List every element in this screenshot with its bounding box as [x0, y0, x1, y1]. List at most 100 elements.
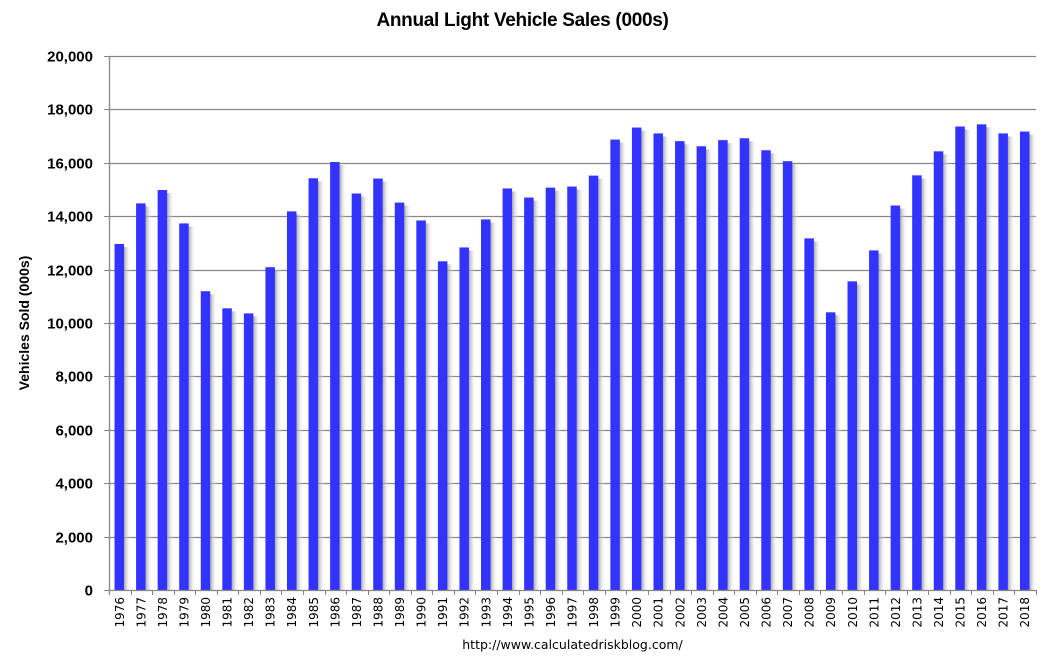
bar-1990 [416, 220, 426, 591]
bar-1977 [136, 203, 146, 590]
bar-shadow [296, 214, 304, 591]
bar-1996 [545, 187, 556, 591]
bar-shadow [404, 205, 412, 590]
x-tick-label: 1976 [113, 597, 127, 628]
bar-2018 [1019, 131, 1030, 590]
bar-2015 [955, 126, 965, 590]
y-tick-label: 2,000 [55, 530, 93, 547]
x-tick-label: 1992 [458, 597, 472, 628]
bar-shadow [468, 250, 476, 590]
bar-2003 [696, 146, 707, 590]
bar-shadow [835, 315, 843, 590]
y-tick-label: 14,000 [47, 209, 93, 226]
bar-shadow [619, 142, 627, 591]
bar-shadow [339, 164, 347, 590]
x-tick-label: 2002 [673, 597, 687, 628]
axes [108, 56, 1036, 595]
bar-shadow [598, 178, 606, 590]
x-tick-label: 2016 [975, 597, 989, 628]
y-tick-label: 0 [85, 583, 93, 600]
x-tick-label: 1979 [177, 597, 191, 628]
bar-1983 [265, 267, 275, 590]
bar-1998 [588, 175, 599, 590]
bar-1995 [524, 197, 534, 590]
bar-1988 [373, 178, 383, 591]
bar-shadow [555, 190, 563, 591]
x-tick-label: 1985 [307, 597, 321, 628]
x-tick-label: 2004 [716, 597, 730, 628]
x-tick-label: 2001 [652, 597, 666, 628]
x-axis-ticks: 1976 1977 1978 1979 1980 1981 1982 1983 1984 1985… [109, 590, 1037, 628]
bar-2001 [653, 133, 663, 590]
y-axis-ticks: 0 2,000 4,000 6,000 8,000 10,000 12,000 14,000 1… [47, 49, 109, 600]
bar-1985 [308, 178, 319, 590]
x-tick-label: 2015 [954, 597, 968, 628]
x-tick-label: 2018 [1018, 597, 1032, 628]
bar-shadow [533, 200, 541, 590]
x-tick-label: 1981 [221, 597, 235, 628]
y-tick-label: 16,000 [47, 156, 93, 173]
x-tick-label: 2009 [824, 597, 838, 628]
bar-shadow [274, 270, 282, 590]
bar-shadow [770, 153, 778, 590]
x-tick-label: 1986 [328, 597, 342, 628]
x-tick-label: 1988 [371, 597, 385, 628]
bar-shadow [900, 208, 908, 590]
bar-shadow [167, 193, 175, 590]
bar-shadow [813, 241, 821, 590]
x-tick-label: 1997 [566, 597, 580, 628]
x-tick-label: 2011 [867, 597, 881, 628]
bar-shadow [1007, 136, 1015, 590]
bar-shadow [210, 294, 218, 590]
bar-1981 [222, 308, 232, 590]
bar-1980 [200, 291, 211, 590]
bar-2004 [718, 140, 728, 591]
bar-1994 [502, 188, 513, 590]
bar-2009 [825, 312, 836, 590]
y-tick-label: 18,000 [47, 102, 93, 119]
x-tick-label: 2005 [738, 597, 752, 628]
x-tick-label: 2014 [932, 597, 946, 628]
bar-shadow [986, 127, 994, 591]
bar-1991 [437, 261, 448, 590]
x-tick-label: 1983 [264, 597, 278, 628]
bar-1997 [567, 186, 577, 591]
bar-2000 [631, 127, 642, 590]
bar-2005 [739, 138, 750, 590]
bar-1999 [610, 139, 620, 591]
x-tick-label: 1991 [436, 597, 450, 628]
bar-shadow [964, 129, 972, 590]
x-tick-label: 1977 [134, 597, 148, 628]
bar-shadow [490, 222, 498, 591]
bar-shadow [943, 154, 951, 590]
bar-shadow [425, 223, 433, 591]
y-tick-label: 8,000 [55, 369, 93, 386]
bar-shadow [662, 136, 670, 590]
bar-shadow [641, 130, 649, 590]
x-tick-label: 2006 [760, 597, 774, 628]
x-tick-label: 2007 [781, 597, 795, 628]
source-url: http://www.calculatedriskblog.com/ [462, 637, 683, 652]
bar-shadow [921, 178, 929, 590]
x-tick-label: 2012 [889, 597, 903, 628]
bar-shadow [1029, 134, 1037, 590]
bar-1979 [179, 223, 189, 590]
bar-2006 [761, 150, 771, 590]
bar-shadow [382, 181, 390, 591]
x-tick-label: 2000 [630, 597, 644, 628]
bar-shadow [792, 164, 800, 590]
bar-2007 [782, 161, 793, 590]
bar-shadow [576, 189, 584, 591]
x-tick-label: 2017 [997, 597, 1011, 628]
x-tick-label: 1993 [479, 597, 493, 628]
x-tick-label: 1998 [587, 597, 601, 628]
x-tick-label: 2010 [846, 597, 860, 628]
bar-shadow [447, 264, 455, 590]
bar-1976 [114, 243, 125, 590]
x-tick-label: 1994 [501, 597, 515, 628]
bar-shadow [706, 149, 714, 590]
bar-1993 [481, 219, 491, 591]
bars [114, 124, 1037, 591]
x-tick-label: 1987 [350, 597, 364, 628]
